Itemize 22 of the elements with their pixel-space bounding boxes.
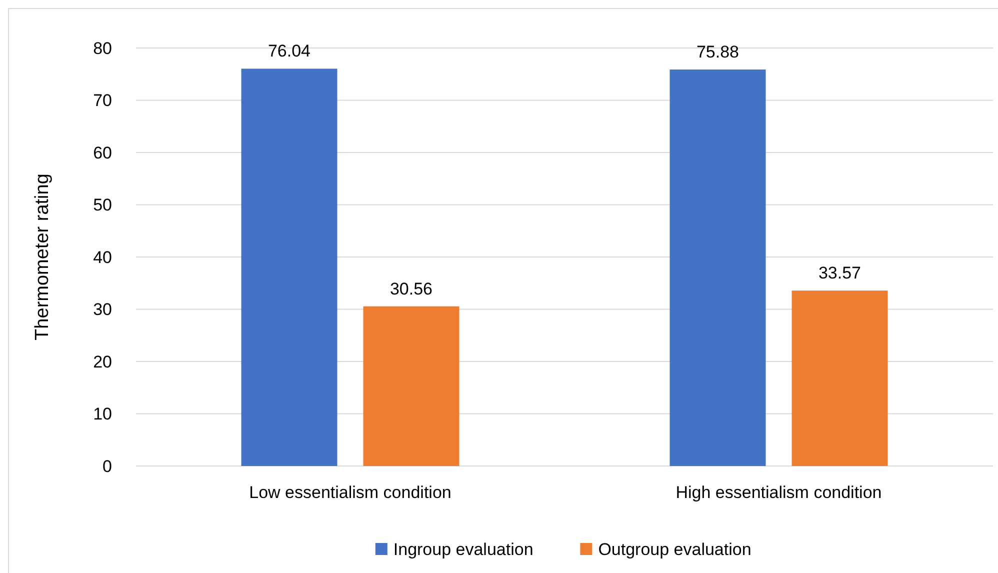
data-label: 76.04 bbox=[268, 42, 311, 61]
bar bbox=[363, 306, 460, 466]
data-label: 30.56 bbox=[390, 279, 433, 298]
data-label: 33.57 bbox=[818, 264, 862, 283]
y-tick-label: 70 bbox=[93, 91, 112, 110]
bar bbox=[241, 68, 338, 466]
x-tick-label: High essentialism condition bbox=[676, 483, 882, 502]
legend-label: Outgroup evaluation bbox=[598, 540, 752, 559]
y-axis-title: Thermometer rating bbox=[32, 174, 53, 340]
x-tick-label: Low essentialism condition bbox=[249, 483, 452, 502]
y-tick-label: 60 bbox=[93, 143, 112, 162]
y-tick-label: 0 bbox=[102, 456, 112, 476]
y-tick-label: 30 bbox=[93, 300, 112, 320]
y-tick-label: 80 bbox=[93, 38, 112, 58]
legend-label: Ingroup evaluation bbox=[393, 540, 534, 559]
y-tick-label: 40 bbox=[93, 248, 112, 267]
bar bbox=[792, 290, 888, 466]
data-label: 75.88 bbox=[696, 42, 740, 62]
y-tick-label: 50 bbox=[93, 196, 112, 215]
y-tick-label: 10 bbox=[93, 404, 112, 424]
y-tick-label: 20 bbox=[93, 352, 112, 372]
bar bbox=[670, 70, 766, 466]
